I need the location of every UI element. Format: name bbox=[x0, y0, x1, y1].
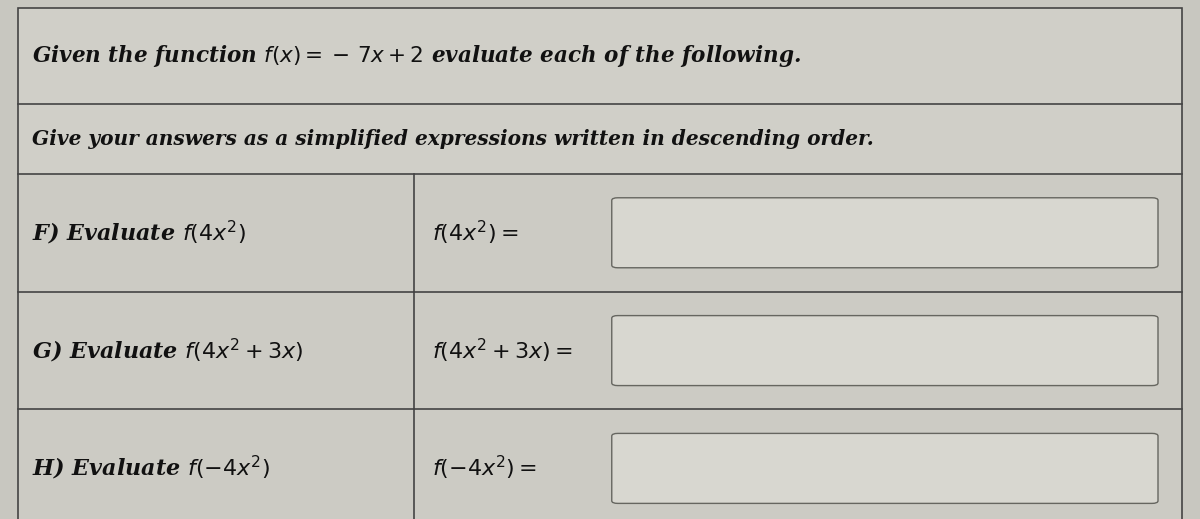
Text: H) Evaluate $f(-4x^2)$: H) Evaluate $f(-4x^2)$ bbox=[32, 454, 270, 483]
Bar bbox=[18, 174, 1182, 292]
Bar bbox=[18, 409, 1182, 519]
Text: F) Evaluate $f(4x^2)$: F) Evaluate $f(4x^2)$ bbox=[32, 218, 246, 247]
Bar bbox=[18, 292, 1182, 409]
Text: Give your answers as a simplified expressions written in descending order.: Give your answers as a simplified expres… bbox=[32, 129, 874, 149]
Bar bbox=[18, 104, 1182, 174]
Text: G) Evaluate $f(4x^2 + 3x)$: G) Evaluate $f(4x^2 + 3x)$ bbox=[32, 336, 304, 365]
FancyBboxPatch shape bbox=[612, 433, 1158, 503]
Text: $f(4x^2 + 3x) =$: $f(4x^2 + 3x) =$ bbox=[432, 336, 572, 365]
FancyBboxPatch shape bbox=[612, 316, 1158, 386]
Bar bbox=[18, 8, 1182, 104]
Text: $f(4x^2) =$: $f(4x^2) =$ bbox=[432, 218, 518, 247]
Text: Given the function $f(x) = -\,7x + 2$ evaluate each of the following.: Given the function $f(x) = -\,7x + 2$ ev… bbox=[32, 43, 802, 69]
FancyBboxPatch shape bbox=[612, 198, 1158, 268]
Text: $f(-4x^2) =$: $f(-4x^2) =$ bbox=[432, 454, 536, 483]
